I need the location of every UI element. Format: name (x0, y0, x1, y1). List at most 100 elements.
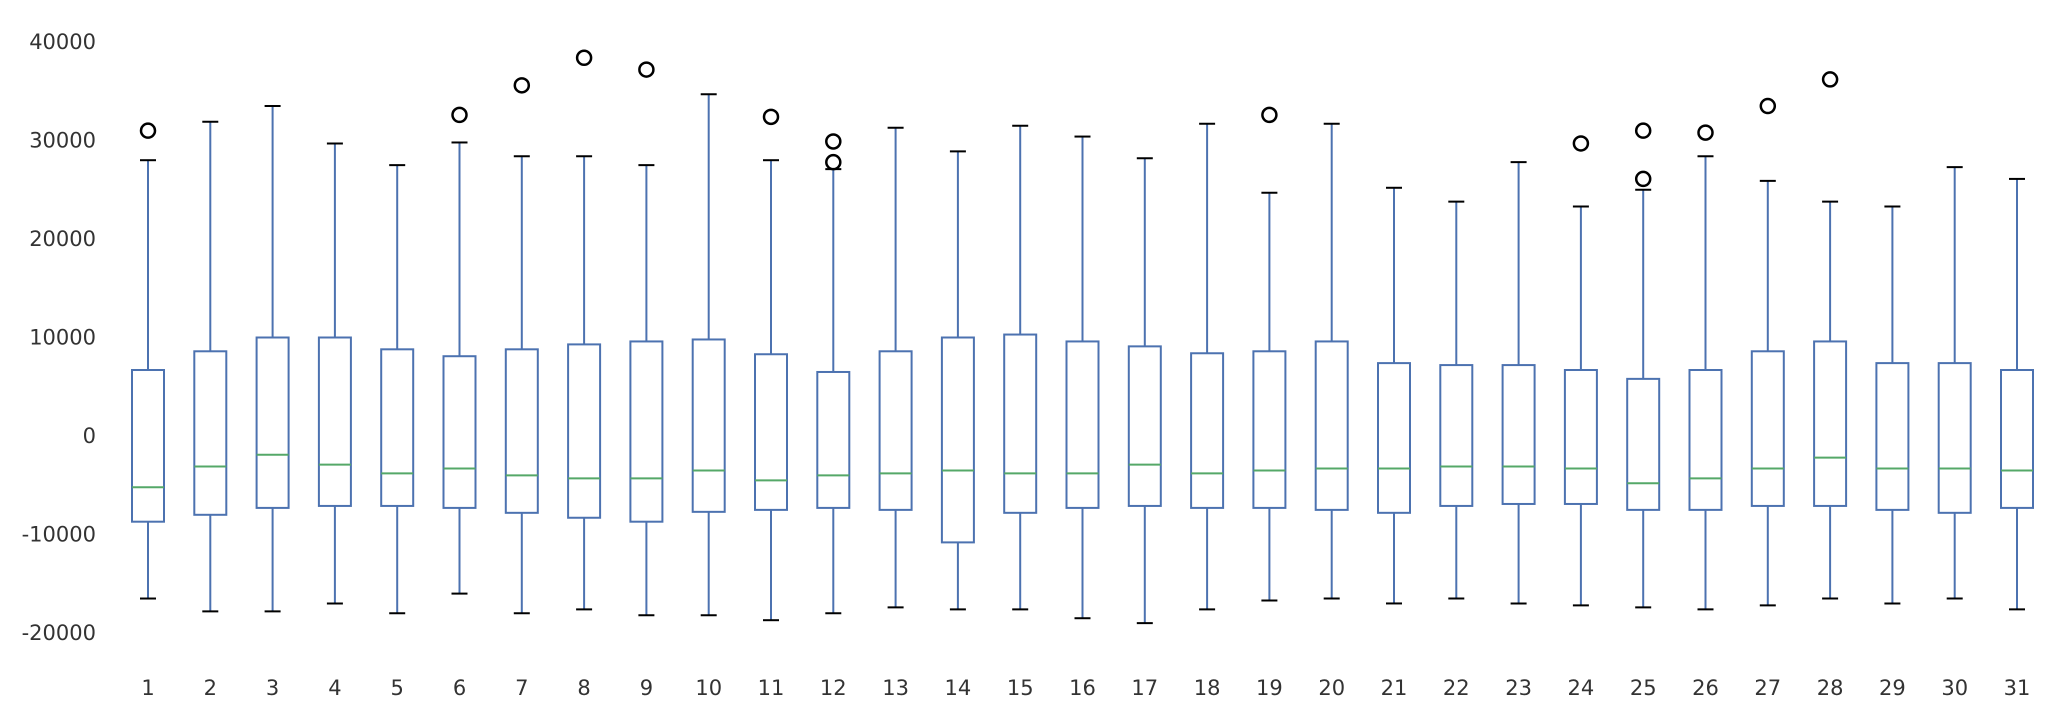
x-tick-label: 25 (1630, 676, 1657, 700)
box-group-29 (1875, 205, 1910, 605)
y-tick-label: -10000 (22, 523, 96, 547)
x-tick-label: 8 (577, 676, 590, 700)
outlier-point (1821, 71, 1839, 88)
outlier-point (825, 133, 842, 150)
box (442, 355, 477, 509)
x-tick-label: 4 (328, 676, 341, 700)
box (255, 336, 290, 509)
outlier-point (1261, 106, 1278, 124)
box (816, 370, 851, 509)
outlier-point (825, 153, 842, 171)
x-tick-label: 31 (2004, 676, 2031, 700)
box (878, 350, 913, 511)
box (1252, 350, 1287, 509)
x-axis: 1 2 3 4 5 6 7 8 9 10 11 12 13 14 15 16 17 18 19 20 21 22 23 24 2… (141, 676, 2030, 700)
y-tick-label: 20000 (29, 227, 96, 251)
box-group-27 (1750, 97, 1785, 607)
box (1626, 377, 1661, 511)
box (629, 340, 664, 523)
outlier-point (1634, 170, 1652, 188)
outlier-point (1759, 97, 1777, 115)
x-tick-label: 23 (1505, 676, 1532, 700)
box (131, 369, 165, 523)
box (1813, 340, 1848, 507)
box (1127, 345, 1162, 507)
box-group-7 (504, 77, 539, 615)
x-tick-label: 27 (1754, 676, 1781, 700)
y-axis: -20000 -10000 0 10000 20000 30000 40000 (22, 30, 96, 645)
box-group-9 (629, 61, 664, 617)
x-tick-label: 14 (945, 676, 972, 700)
box-group-13 (878, 126, 913, 609)
box (1563, 369, 1598, 505)
box-group-24 (1563, 135, 1598, 607)
x-tick-label: 12 (820, 676, 847, 700)
box (940, 336, 975, 544)
y-tick-label: 40000 (29, 30, 96, 54)
box-group-19 (1252, 106, 1287, 602)
x-tick-label: 30 (1941, 676, 1968, 700)
x-tick-label: 10 (695, 676, 722, 700)
box-group-10 (691, 93, 726, 617)
box (1501, 364, 1536, 505)
box (193, 350, 228, 516)
box (1377, 362, 1411, 514)
box (754, 353, 788, 511)
box (2000, 369, 2034, 509)
box-group-5 (380, 164, 415, 615)
x-tick-label: 6 (453, 676, 466, 700)
outlier-point (1634, 122, 1652, 139)
x-tick-label: 18 (1194, 676, 1221, 700)
box-group-14 (940, 150, 975, 611)
box-group-18 (1190, 122, 1225, 611)
x-tick-label: 16 (1069, 676, 1096, 700)
x-tick-label: 29 (1879, 676, 1906, 700)
x-tick-label: 15 (1007, 676, 1034, 700)
box (1314, 340, 1349, 511)
x-tick-label: 22 (1443, 676, 1470, 700)
box (504, 348, 539, 514)
x-tick-label: 17 (1131, 676, 1158, 700)
box-group-8 (567, 49, 602, 611)
box (1065, 340, 1100, 509)
box (1750, 350, 1785, 507)
x-tick-label: 7 (515, 676, 528, 700)
outlier-point (1572, 135, 1590, 152)
outlier-point (451, 106, 468, 124)
box-group-22 (1439, 200, 1474, 600)
outlier-point (139, 122, 157, 139)
box-group-6 (442, 106, 477, 595)
x-tick-label: 3 (266, 676, 279, 700)
plot-area (131, 49, 2034, 625)
box-group-30 (1937, 166, 1972, 600)
box-group-26 (1688, 124, 1723, 611)
x-tick-label: 28 (1817, 676, 1844, 700)
box (1439, 364, 1474, 507)
outlier-point (762, 108, 780, 126)
box-group-20 (1314, 122, 1349, 600)
box-group-11 (754, 108, 788, 622)
box-group-31 (2000, 177, 2034, 611)
box-group-3 (255, 105, 290, 613)
box-group-12 (816, 133, 851, 615)
x-tick-label: 9 (640, 676, 653, 700)
x-tick-label: 20 (1318, 676, 1345, 700)
y-tick-label: 0 (83, 424, 96, 448)
box-group-15 (1003, 124, 1038, 611)
box (1937, 362, 1972, 514)
x-tick-label: 1 (141, 676, 154, 700)
x-tick-label: 21 (1381, 676, 1408, 700)
outlier-point (638, 61, 655, 78)
x-tick-label: 11 (758, 676, 785, 700)
box (380, 348, 415, 507)
x-tick-label: 5 (391, 676, 404, 700)
box-group-16 (1065, 135, 1100, 620)
box-group-21 (1377, 186, 1411, 605)
box (1190, 352, 1225, 509)
x-tick-label: 26 (1692, 676, 1719, 700)
box-group-17 (1127, 157, 1162, 625)
box (317, 336, 352, 507)
box-group-1 (131, 122, 165, 600)
x-tick-label: 24 (1568, 676, 1595, 700)
